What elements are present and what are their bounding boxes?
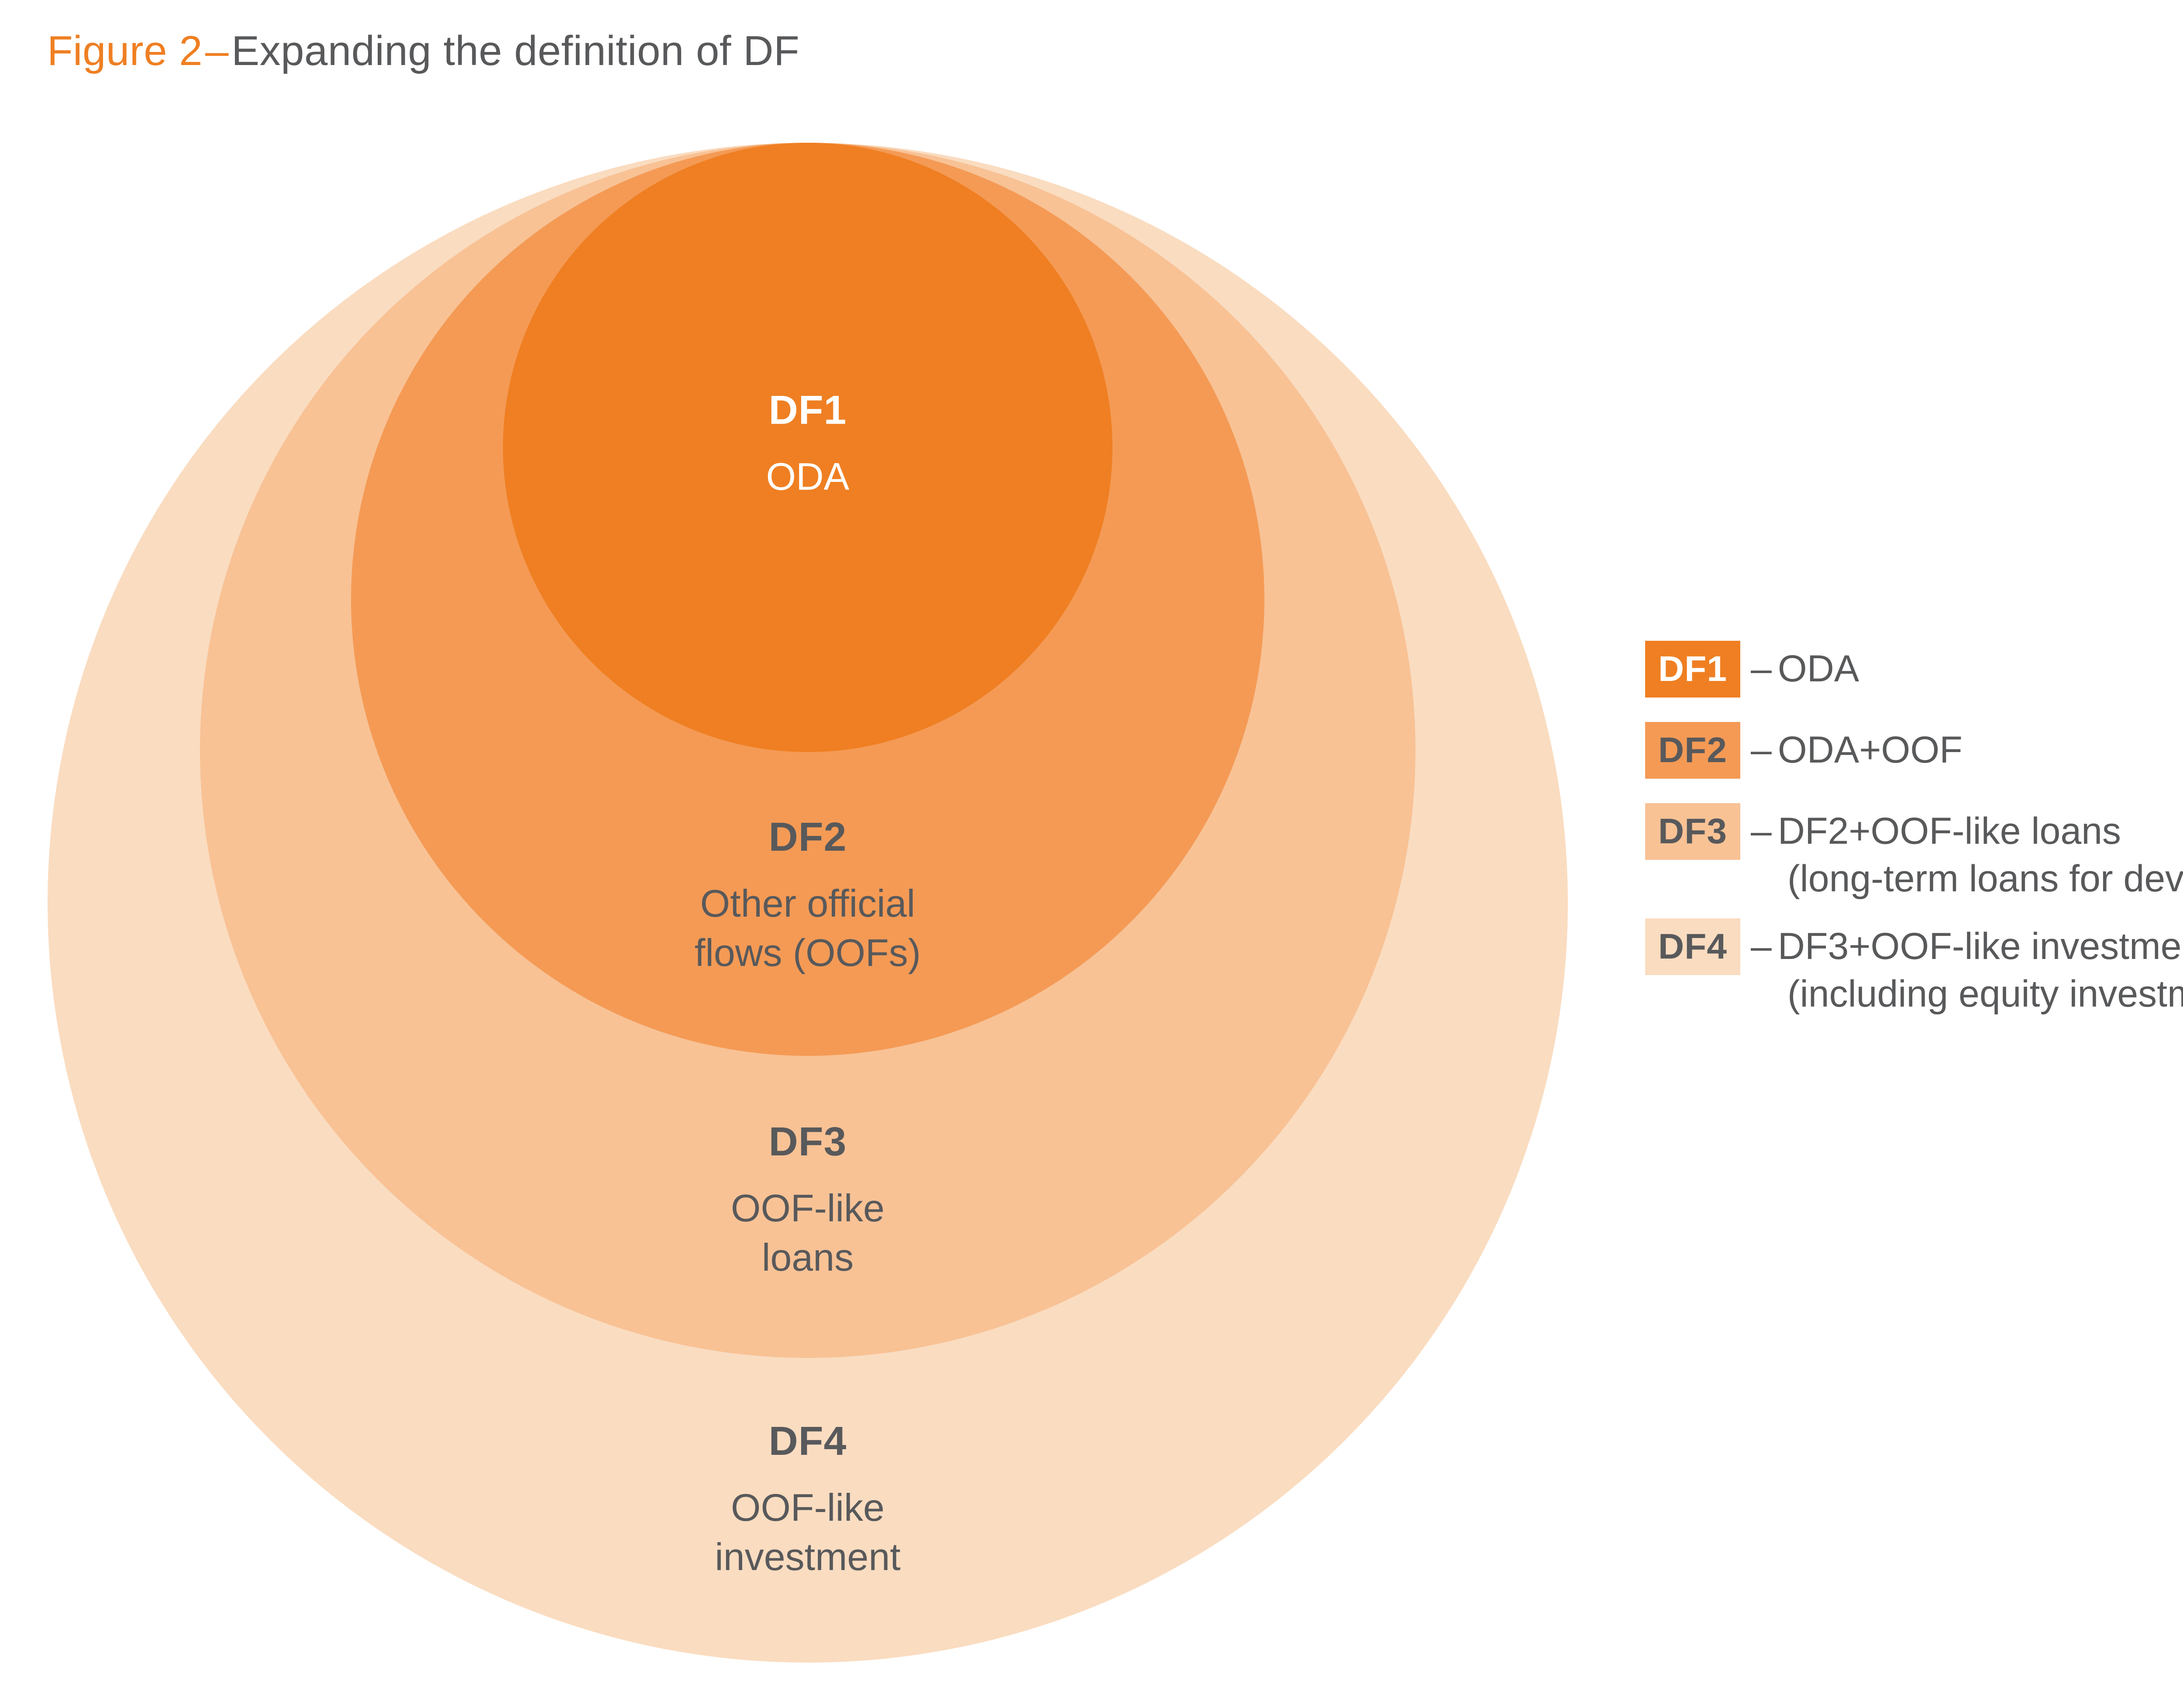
legend-body-df1: – ODA: [1740, 641, 2183, 690]
legend-text-df2: ODA+OOF: [1777, 729, 1963, 771]
legend-line1-df1: – ODA: [1751, 648, 2183, 690]
circle-label-df1-desc: ODA: [766, 454, 850, 498]
legend-body-df4: – DF3+OOF-like investment (including equi…: [1740, 918, 2183, 1016]
legend-dash-df4: –: [1751, 925, 1772, 968]
circle-label-df3-code: DF3: [768, 1119, 847, 1165]
legend: DF1 – ODA DF2 – ODA+OOF DF3 – DF2+OOF-like …: [1645, 641, 2183, 1034]
legend-swatch-df1: DF1: [1645, 641, 1740, 698]
legend-dash-df1: –: [1751, 648, 1772, 690]
legend-text-df1: ODA: [1777, 648, 1859, 690]
venn-circles-svg: [48, 143, 1568, 1663]
legend-dash-df3: –: [1751, 810, 1772, 852]
title-dash: –: [205, 27, 229, 74]
figure-number: Figure 2: [47, 27, 203, 74]
figure-title-text: Expanding the definition of DF: [231, 27, 800, 74]
legend-line1-df3: – DF2+OOF-like loans: [1751, 810, 2183, 852]
circle-label-df3: DF3 OOF-like loans: [731, 1107, 885, 1291]
legend-item-df2: DF2 – ODA+OOF: [1645, 722, 2183, 779]
legend-swatch-df4: DF4: [1645, 918, 1740, 976]
legend-swatch-df3: DF3: [1645, 803, 1740, 860]
legend-item-df4: DF4 – DF3+OOF-like investment (including …: [1645, 918, 2183, 1016]
circle-label-df4-code: DF4: [768, 1418, 847, 1464]
legend-swatch-df2: DF2: [1645, 722, 1740, 779]
circle-label-df3-desc: OOF-like loans: [731, 1186, 885, 1279]
circle-label-df2-desc: Other official flows (OOFs): [694, 881, 921, 974]
circle-label-df4-desc: OOF-like investment: [715, 1485, 901, 1578]
circle-label-df1: DF1 ODA: [766, 375, 850, 510]
page-title: Figure 2–Expanding the definition of DF: [47, 27, 799, 75]
circle-label-df1-code: DF1: [768, 387, 847, 433]
legend-line1-df4: – DF3+OOF-like investment: [1751, 925, 2183, 967]
legend-line2-df3: (long-term loans for development purpose…: [1787, 858, 2183, 900]
legend-body-df2: – ODA+OOF: [1740, 722, 2183, 771]
legend-line1-df2: – ODA+OOF: [1751, 729, 2183, 771]
circle-label-df2: DF2 Other official flows (OOFs): [695, 802, 921, 986]
legend-line2-df4: (including equity investment for develop…: [1787, 973, 2183, 1015]
venn-diagram: DF1 ODA DF2 Other official flows (OOFs) …: [48, 143, 1568, 1663]
legend-text-df4: DF3+OOF-like investment: [1777, 925, 2183, 968]
circle-df1: [503, 143, 1112, 752]
legend-item-df1: DF1 – ODA: [1645, 641, 2183, 698]
circle-label-df2-code: DF2: [768, 814, 847, 860]
legend-item-df3: DF3 – DF2+OOF-like loans (long-term loans…: [1645, 803, 2183, 901]
circle-label-df4: DF4 OOF-like investment: [715, 1406, 901, 1591]
legend-body-df3: – DF2+OOF-like loans (long-term loans for…: [1740, 803, 2183, 901]
legend-dash-df2: –: [1751, 729, 1772, 771]
legend-text-df3: DF2+OOF-like loans: [1777, 810, 2121, 852]
